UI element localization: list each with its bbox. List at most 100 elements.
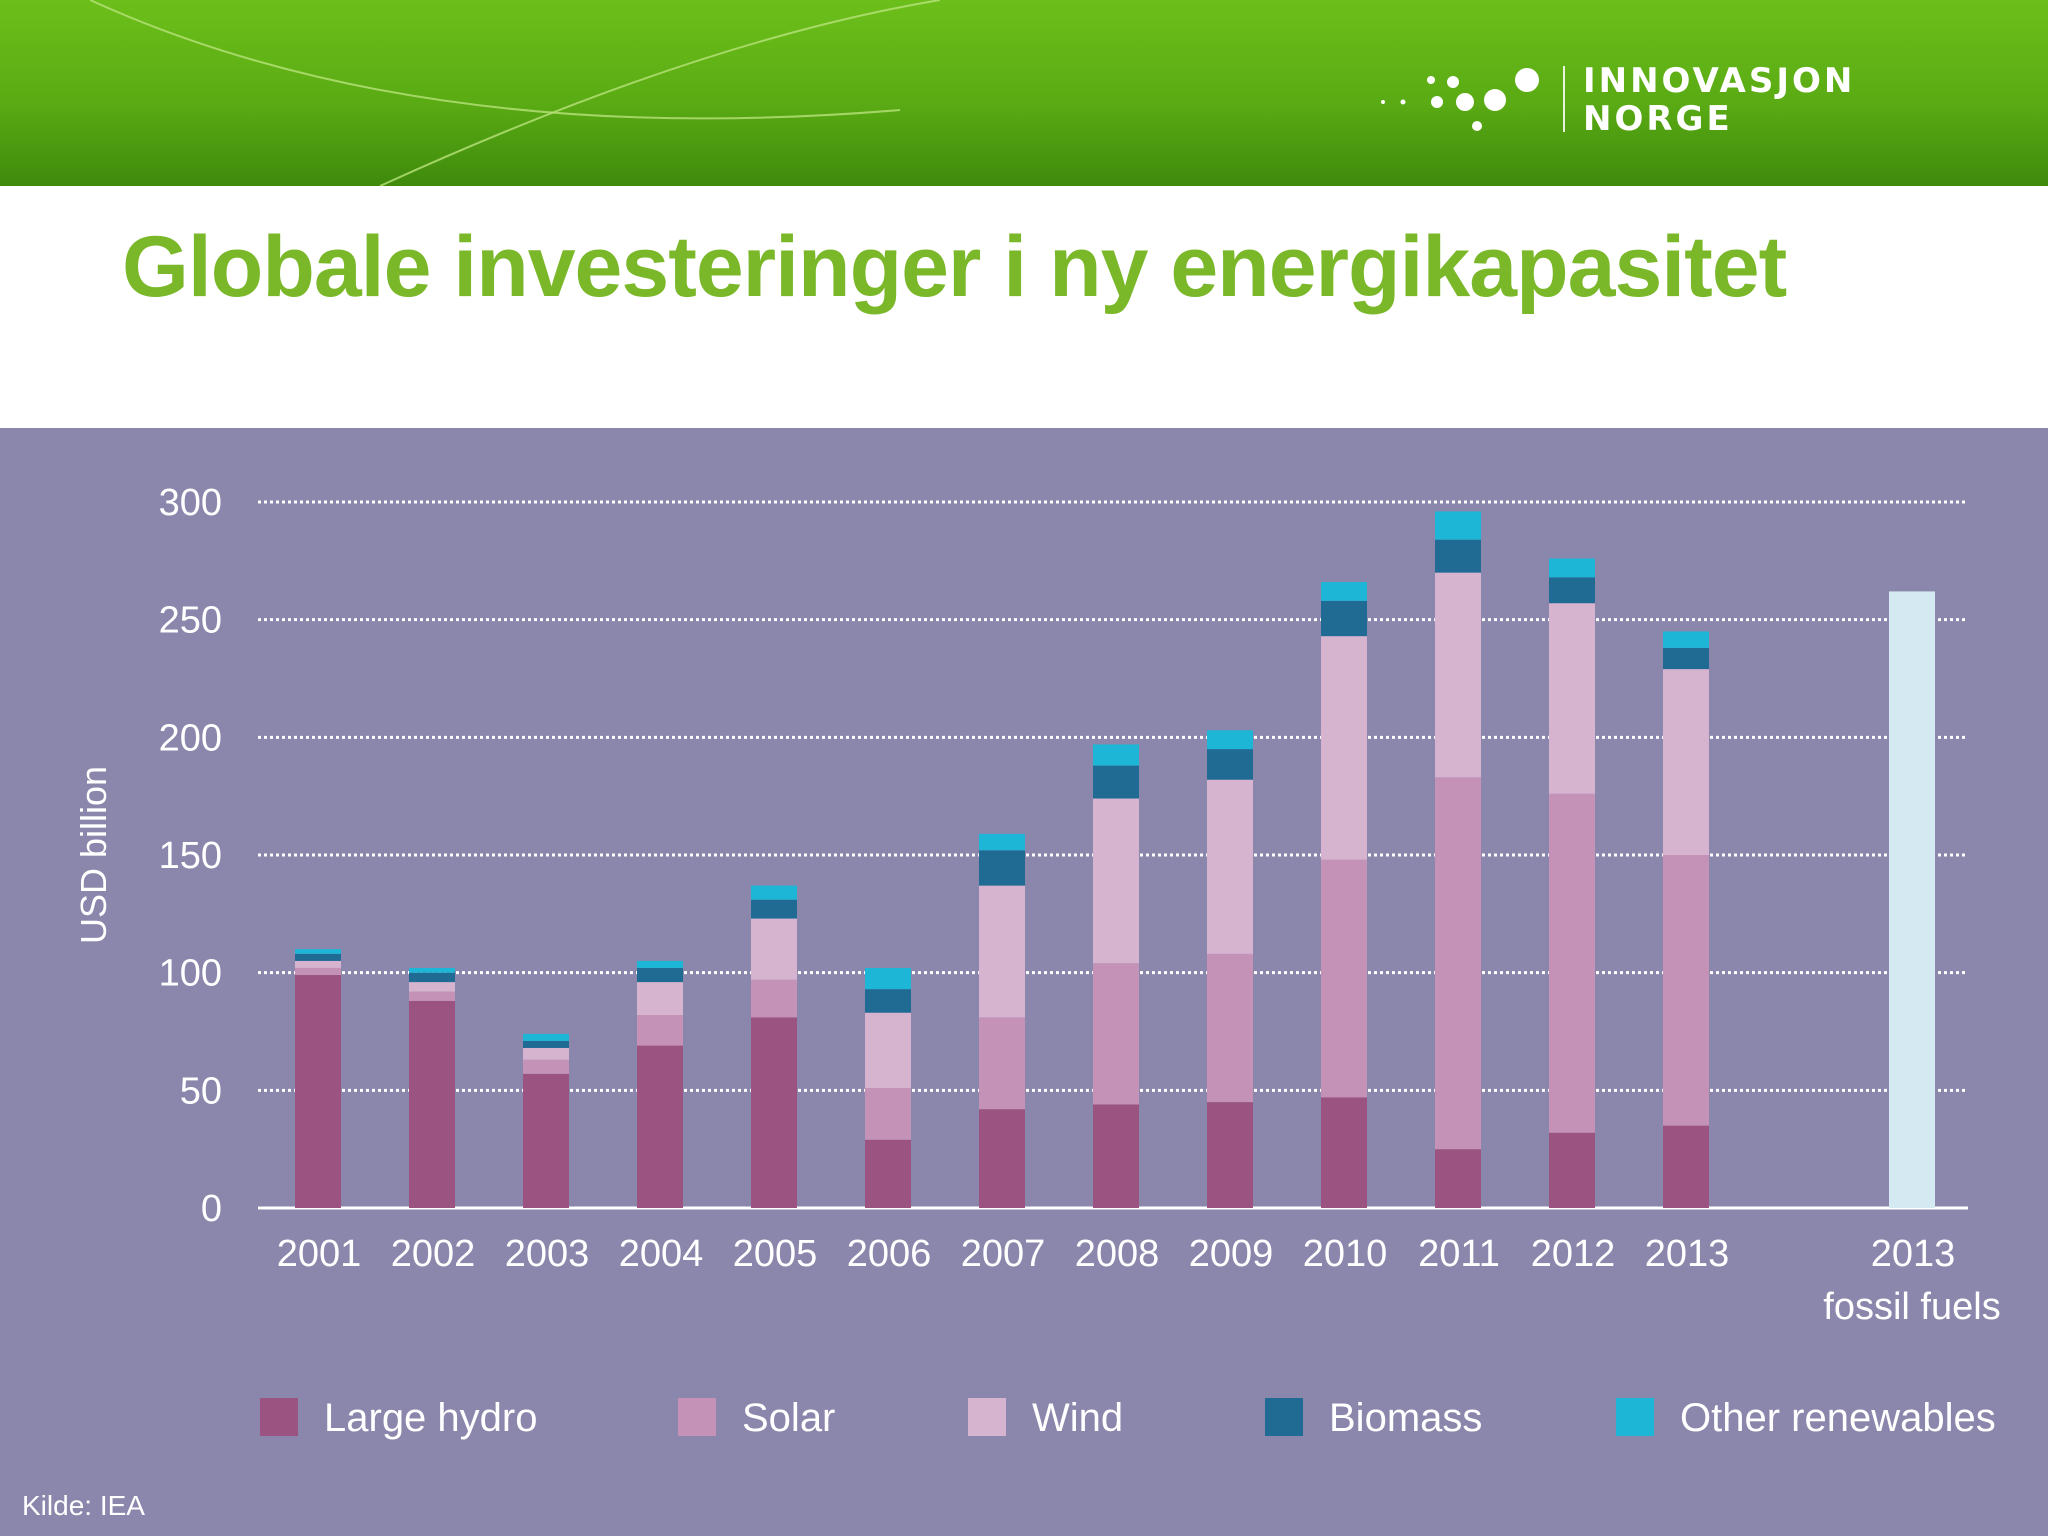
bar-segment-biomass (637, 968, 683, 982)
bar-segment-wind (637, 982, 683, 1015)
bar-segment-biomass (1207, 749, 1253, 780)
bar-segment-other-renewables (1435, 511, 1481, 539)
bar-segment-large-hydro (1435, 1149, 1481, 1208)
bar-segment-wind (1435, 573, 1481, 778)
legend-label: Biomass (1329, 1396, 1482, 1440)
bar-segment-biomass (1663, 648, 1709, 669)
bar-segment-wind (1321, 636, 1367, 860)
bar-segment-other-renewables (1207, 730, 1253, 749)
bar-segment-large-hydro (295, 975, 341, 1208)
bar-segment-wind (865, 1013, 911, 1088)
y-tick-label: 300 (159, 482, 222, 524)
legend-label: Large hydro (324, 1396, 537, 1440)
x-tick-label: 2013 (1871, 1233, 1956, 1275)
bar-segment-large-hydro (1207, 1102, 1253, 1208)
x-tick-label: 2006 (847, 1233, 932, 1275)
x-tick-label: 2003 (505, 1233, 590, 1275)
bar-segment-other-renewables (637, 961, 683, 968)
x-tick-label: 2010 (1303, 1233, 1388, 1275)
bar-segment-other-renewables (409, 968, 455, 973)
y-tick-label: 0 (201, 1188, 222, 1230)
x-tick-label: 2002 (391, 1233, 476, 1275)
innovasjon-norge-logo: INNOVASJON NORGE (1375, 58, 1895, 138)
bar-segment-large-hydro (751, 1017, 797, 1208)
bar-segment-other-renewables (523, 1034, 569, 1041)
logo-dots-icon (1375, 58, 1555, 138)
bar-segment-wind (979, 886, 1025, 1018)
header-band: INNOVASJON NORGE (0, 0, 2048, 186)
bar-segment-wind (751, 919, 797, 980)
bar-segment-biomass (409, 973, 455, 982)
bar-segment-solar (1207, 954, 1253, 1102)
legend-swatch (260, 1398, 298, 1436)
legend-swatch (1616, 1398, 1654, 1436)
bar-segment-large-hydro (1549, 1133, 1595, 1208)
bar-segment-biomass (523, 1041, 569, 1048)
bar-fossil-fuels-2013 (1889, 591, 1935, 1208)
bar-segment-large-hydro (1321, 1097, 1367, 1208)
x-tick-label: 2012 (1531, 1233, 1616, 1275)
legend-label: Wind (1032, 1396, 1123, 1440)
x-tick-label: 2007 (961, 1233, 1046, 1275)
bar-segment-solar (1435, 777, 1481, 1149)
x-tick-label: 2011 (1418, 1233, 1500, 1275)
bar-segment-other-renewables (751, 886, 797, 900)
x-tick-label: 2013 (1645, 1233, 1730, 1275)
logo-separator (1563, 66, 1565, 132)
source-note: Kilde: IEA (22, 1490, 145, 1522)
bar-segment-solar (1093, 963, 1139, 1104)
y-axis-label: USD billion (73, 766, 114, 944)
y-tick-label: 150 (159, 835, 222, 877)
bar-segment-large-hydro (409, 1001, 455, 1208)
legend-label: Solar (742, 1396, 835, 1440)
bar-segment-solar (865, 1088, 911, 1140)
bar-segment-solar (1663, 855, 1709, 1126)
bar-segment-solar (1321, 860, 1367, 1098)
bar-segment-other-renewables (1663, 631, 1709, 647)
bar-segment-biomass (979, 850, 1025, 885)
x-tick-label: 2005 (733, 1233, 818, 1275)
bar-segment-biomass (1549, 577, 1595, 603)
bar-segment-other-renewables (295, 949, 341, 954)
bar-segment-wind (1207, 780, 1253, 954)
logo-line2: NORGE (1583, 102, 1733, 136)
x-tick-label: 2008 (1075, 1233, 1160, 1275)
bar-segment-solar (979, 1017, 1025, 1109)
bar-segment-large-hydro (865, 1140, 911, 1208)
bar-segment-large-hydro (979, 1109, 1025, 1208)
bar-segment-biomass (865, 989, 911, 1013)
bar-segment-biomass (751, 900, 797, 919)
x-tick-label: 2004 (619, 1233, 704, 1275)
bar-segment-biomass (1093, 766, 1139, 799)
logo-line1: INNOVASJON (1583, 64, 1855, 98)
bar-segment-biomass (1435, 540, 1481, 573)
bar-segment-large-hydro (1093, 1104, 1139, 1208)
bar-segment-other-renewables (865, 968, 911, 989)
bar-segment-wind (1093, 799, 1139, 964)
x-tick-label: fossil fuels (1823, 1286, 2000, 1328)
y-tick-label: 250 (159, 600, 222, 642)
bar-segment-wind (523, 1048, 569, 1060)
bar-segment-solar (523, 1060, 569, 1074)
legend-swatch (1265, 1398, 1303, 1436)
bar-segment-large-hydro (1663, 1126, 1709, 1208)
bar-segment-other-renewables (1321, 582, 1367, 601)
bar-segment-solar (637, 1015, 683, 1046)
stacked-bar-chart: 0 50 100 150 200 250 300 USD billion 2001 2002 200… (0, 428, 2048, 1536)
bar-segment-other-renewables (1093, 744, 1139, 765)
y-tick-label: 50 (180, 1070, 222, 1112)
bar-segment-large-hydro (523, 1074, 569, 1208)
y-tick-label: 200 (159, 717, 222, 759)
bar-segment-solar (295, 968, 341, 975)
bar-segment-other-renewables (979, 834, 1025, 850)
x-tick-label: 2001 (277, 1233, 362, 1275)
bar-segment-solar (1549, 794, 1595, 1133)
bar-segment-solar (409, 991, 455, 1000)
bar-segment-biomass (295, 954, 341, 961)
bar-segment-other-renewables (1549, 558, 1595, 577)
bar-segment-wind (1663, 669, 1709, 855)
bar-segment-wind (295, 961, 341, 968)
bar-segment-large-hydro (637, 1046, 683, 1208)
bar-segment-solar (751, 980, 797, 1018)
bar-segment-wind (409, 982, 455, 991)
